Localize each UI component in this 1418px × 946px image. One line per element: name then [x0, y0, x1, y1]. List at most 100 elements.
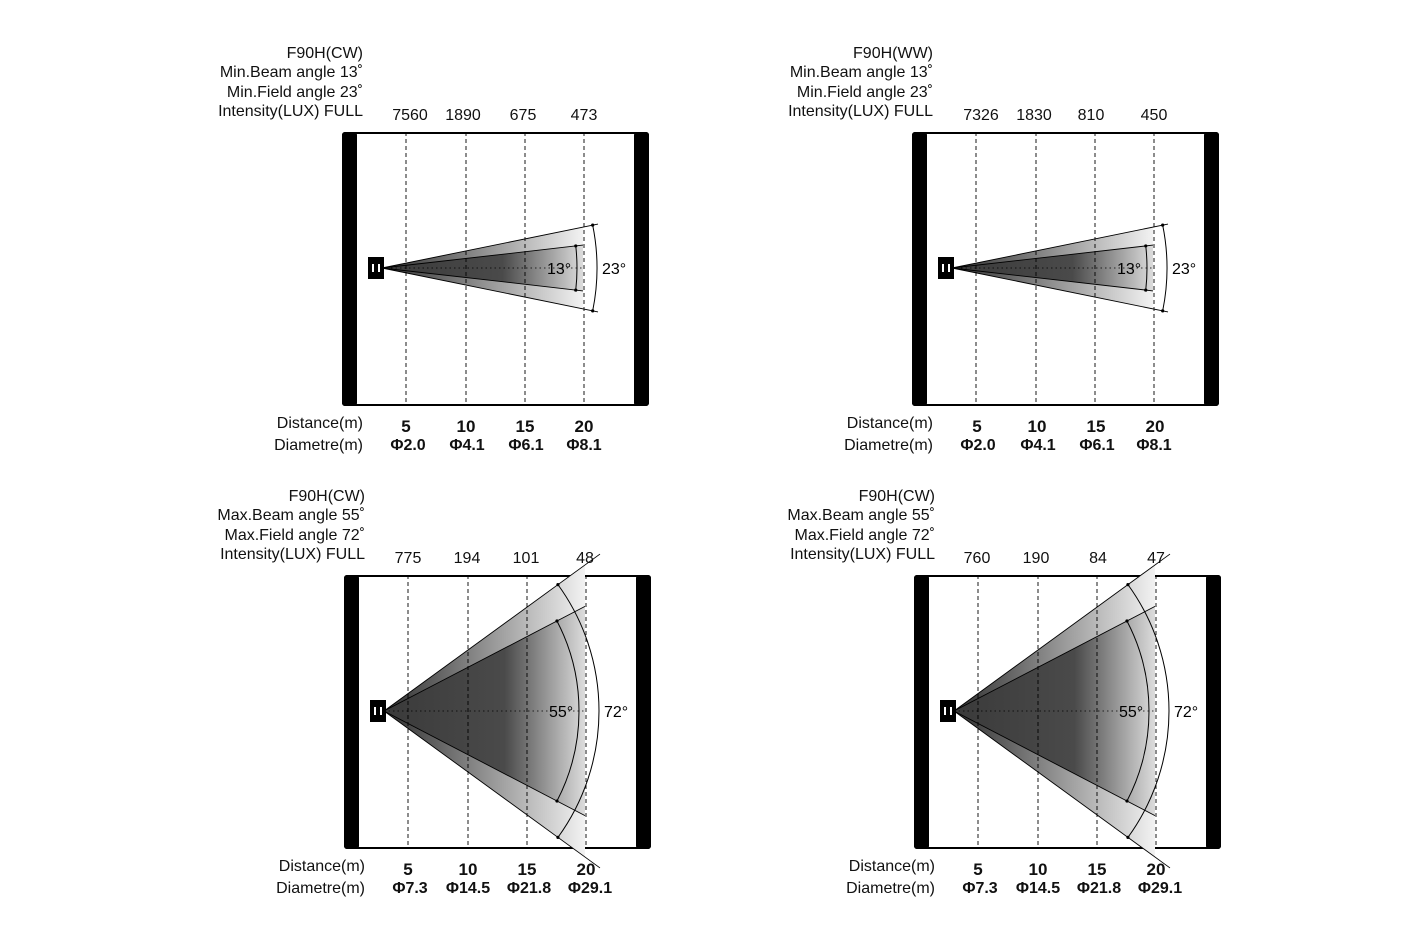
beam-angle-spec: Min.Beam angle 13˚: [789, 64, 933, 82]
beam-frame: 55° 72°: [914, 553, 1221, 869]
diameter-value: Φ6.1: [508, 437, 544, 454]
frame-right-bar: [1206, 575, 1221, 849]
frame-left-bar: [344, 575, 359, 849]
lux-value: 7560: [392, 107, 428, 124]
diameter-label: Diametre(m): [844, 437, 933, 454]
beam-angle-arc-end: [555, 799, 559, 803]
beam-angle-arc: [556, 620, 580, 802]
distance-value: 20: [576, 860, 596, 879]
lux-value: 190: [1022, 550, 1050, 567]
intensity-spec: Intensity(LUX) FULL: [218, 102, 363, 120]
spec-header: F90H(CW) Max.Beam angle 55˚ Max.Field an…: [152, 487, 365, 564]
distance-value: 20: [574, 417, 594, 436]
lux-value: 1830: [1016, 107, 1052, 124]
field-angle-arc: [557, 584, 600, 838]
lux-value: 194: [453, 550, 481, 567]
model-name: F90H(CW): [858, 488, 935, 505]
beam-diagram: 55° 72°: [344, 553, 651, 869]
frame-left-bar: [912, 132, 927, 406]
lux-value: 7326: [963, 107, 999, 124]
distance-value: 10: [1027, 417, 1047, 436]
beam-frame: 55° 72°: [344, 553, 651, 869]
distance-value: 5: [403, 860, 413, 879]
distance-value: 15: [1086, 417, 1106, 436]
diameter-value: Φ21.8: [506, 880, 552, 897]
diameter-value: Φ29.1: [567, 880, 613, 897]
frame-right-bar: [1204, 132, 1219, 406]
field-angle-arc-end: [591, 309, 595, 313]
lux-value: 775: [394, 550, 422, 567]
field-angle-arc-end: [556, 835, 560, 839]
distance-value: 5: [972, 417, 982, 436]
beam-angle-label: 13°: [1117, 261, 1141, 278]
beam-angle-arc-end: [555, 619, 559, 623]
diameter-value: Φ8.1: [566, 437, 602, 454]
distance-label: Distance(m): [846, 415, 933, 432]
diameter-value: Φ2.0: [960, 437, 996, 454]
field-angle-arc-end: [1161, 223, 1165, 227]
distance-label: Distance(m): [278, 858, 365, 875]
beam-diagram: 13° 23°: [342, 132, 649, 406]
field-angle-spec: Min.Field angle 23˚: [796, 83, 933, 101]
field-edge-bottom: [951, 267, 1169, 313]
field-edge-bottom: [953, 710, 1171, 869]
beam-angle-label: 55°: [549, 704, 573, 721]
beam-frame: 13° 23°: [342, 132, 649, 406]
distance-value: 20: [1145, 417, 1165, 436]
diameter-value: Φ14.5: [1015, 880, 1061, 897]
model-name: F90H(CW): [288, 488, 365, 505]
beam-angle-arc-end: [574, 288, 578, 292]
beam-angle-arc: [1126, 620, 1150, 802]
diameter-value: Φ14.5: [445, 880, 491, 897]
lux-value: 675: [509, 107, 537, 124]
lux-value: 450: [1140, 107, 1168, 124]
lux-value: 810: [1077, 107, 1105, 124]
beam-diagram: 55° 72°: [914, 553, 1221, 869]
field-edge-bottom: [381, 267, 599, 313]
frame-right-bar: [636, 575, 651, 849]
distance-value: 15: [515, 417, 535, 436]
beam-angle-label: 55°: [1119, 704, 1143, 721]
field-angle-arc-end: [1126, 583, 1130, 587]
spec-header: F90H(CW) Max.Beam angle 55˚ Max.Field an…: [722, 487, 935, 564]
beam-edge-bottom: [383, 710, 586, 817]
lux-value: 473: [570, 107, 598, 124]
beam-angle-spec: Min.Beam angle 13˚: [219, 64, 363, 82]
diameter-value: Φ21.8: [1076, 880, 1122, 897]
diameter-value: Φ2.0: [390, 437, 426, 454]
distance-value: 10: [458, 860, 478, 879]
distance-value: 10: [1028, 860, 1048, 879]
lux-value: 101: [512, 550, 540, 567]
beam-angle-arc-end: [574, 244, 578, 248]
field-edge-top: [383, 553, 601, 712]
beam-angle-arc-end: [1125, 799, 1129, 803]
beam-angle-label: 13°: [547, 261, 571, 278]
beam-edge-bottom: [953, 710, 1156, 817]
lux-value: 760: [963, 550, 991, 567]
field-angle-label: 72°: [1174, 704, 1198, 721]
diameter-value: Φ7.3: [962, 880, 998, 897]
field-angle-spec: Max.Field angle 72˚: [794, 526, 935, 544]
field-edge-top: [381, 223, 599, 269]
distance-value: 20: [1146, 860, 1166, 879]
field-angle-spec: Max.Field angle 72˚: [224, 526, 365, 544]
beam-edge-top: [951, 244, 1154, 269]
beam-angle-spec: Max.Beam angle 55˚: [787, 507, 935, 525]
lux-value: 84: [1089, 550, 1107, 567]
field-angle-arc-end: [1126, 835, 1130, 839]
intensity-spec: Intensity(LUX) FULL: [790, 545, 935, 563]
field-angle-arc-end: [556, 583, 560, 587]
frame-left-bar: [342, 132, 357, 406]
intensity-spec: Intensity(LUX) FULL: [220, 545, 365, 563]
diameter-value: Φ4.1: [449, 437, 485, 454]
fixture-icon: [370, 700, 386, 722]
model-name: F90H(WW): [853, 45, 933, 62]
field-angle-arc: [1127, 584, 1170, 838]
lux-value: 1890: [445, 107, 481, 124]
field-angle-label: 72°: [604, 704, 628, 721]
beam-edge-bottom: [381, 267, 584, 292]
intensity-spec: Intensity(LUX) FULL: [788, 102, 933, 120]
field-edge-bottom: [383, 710, 601, 869]
beam-edge-top: [383, 605, 586, 712]
lux-value: 47: [1147, 550, 1165, 567]
